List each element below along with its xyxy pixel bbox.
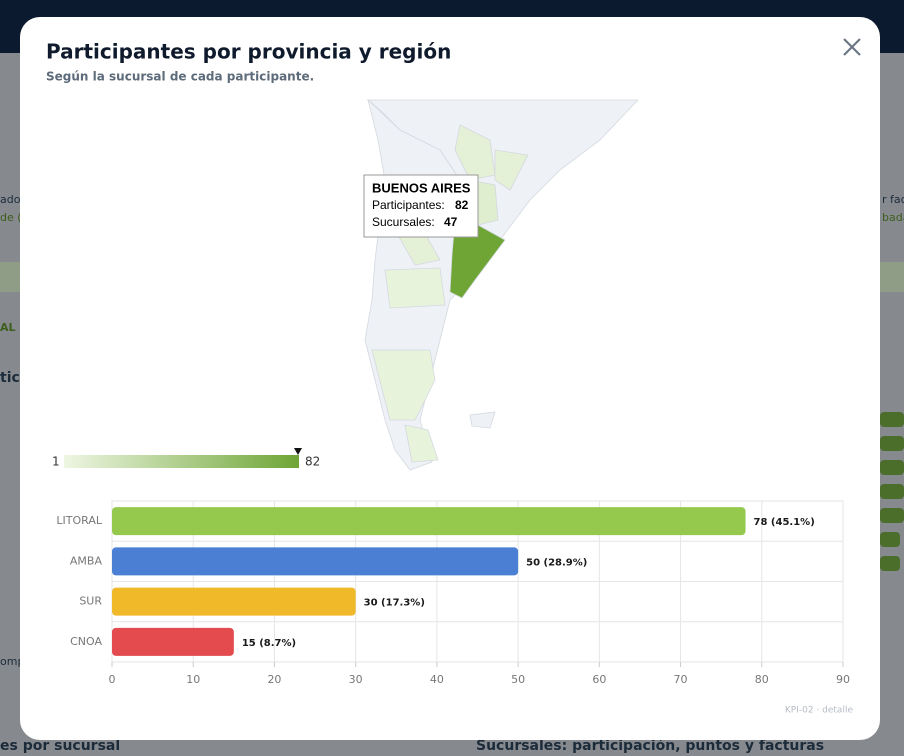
tooltip-label: Participantes:	[372, 198, 445, 212]
bg-text: de (	[0, 211, 22, 224]
value-label: 78 (45.1%)	[754, 517, 815, 528]
x-tick-label: 60	[592, 673, 606, 686]
x-tick-label: 80	[755, 673, 769, 686]
scale-max: 82	[305, 455, 320, 469]
x-tick-label: 90	[836, 673, 850, 686]
y-tick-label: CNOA	[70, 635, 102, 648]
x-tick-label: 0	[109, 673, 116, 686]
bg-fragments: ados de ( AL ticu omp r fac bada es por …	[0, 193, 904, 754]
bar-chart: 0 10 20 30 40 50 60 70 80 90 LITORAL AMBA SUR CNOA 78 …	[56, 500, 850, 686]
modal-subtitle: Según la sucursal de cada participante.	[46, 70, 314, 84]
x-tick-label: 20	[267, 673, 281, 686]
bg-strip	[0, 262, 20, 292]
bg-text: ados	[0, 193, 26, 206]
footer-note: KPI-02 · detalle	[785, 706, 854, 716]
tooltip-value: 82	[455, 198, 469, 212]
scale-min: 1	[52, 455, 60, 469]
tooltip-label: Sucursales:	[372, 215, 435, 229]
bg-text: AL	[0, 321, 16, 334]
tooltip: BUENOS AIRES Participantes: 82 Sucursale…	[363, 174, 479, 238]
modal-title: Participantes por provincia y región	[46, 40, 451, 64]
bar	[112, 587, 356, 616]
x-tick-label: 50	[511, 673, 525, 686]
tooltip-title: BUENOS AIRES	[372, 180, 471, 195]
bar	[112, 627, 234, 656]
tooltip-box	[363, 174, 479, 238]
y-tick-label: AMBA	[70, 554, 103, 567]
x-tick-label: 70	[674, 673, 688, 686]
bar	[112, 507, 746, 536]
close-button[interactable]	[840, 36, 864, 60]
bg-bars	[880, 412, 904, 571]
bar	[112, 547, 519, 576]
value-label: 30 (17.3%)	[364, 598, 425, 609]
value-label: 50 (28.9%)	[526, 557, 587, 568]
bg-heading: es por sucursal	[0, 738, 120, 754]
value-label: 15 (8.7%)	[242, 638, 296, 649]
scale-marker	[294, 448, 302, 455]
bg-strip	[880, 262, 904, 292]
bg-text: omp	[0, 655, 24, 668]
color-scale	[64, 455, 299, 468]
y-tick-label: SUR	[79, 595, 102, 608]
x-tick-label: 10	[186, 673, 200, 686]
tooltip-value: 47	[444, 215, 458, 229]
bg-heading: Sucursales: participación, puntos y fact…	[476, 738, 824, 754]
bg-text: r fac	[882, 193, 904, 206]
y-tick-label: LITORAL	[56, 514, 102, 527]
x-tick-label: 40	[430, 673, 444, 686]
bg-text: bada	[882, 211, 904, 224]
x-tick-label: 30	[349, 673, 363, 686]
